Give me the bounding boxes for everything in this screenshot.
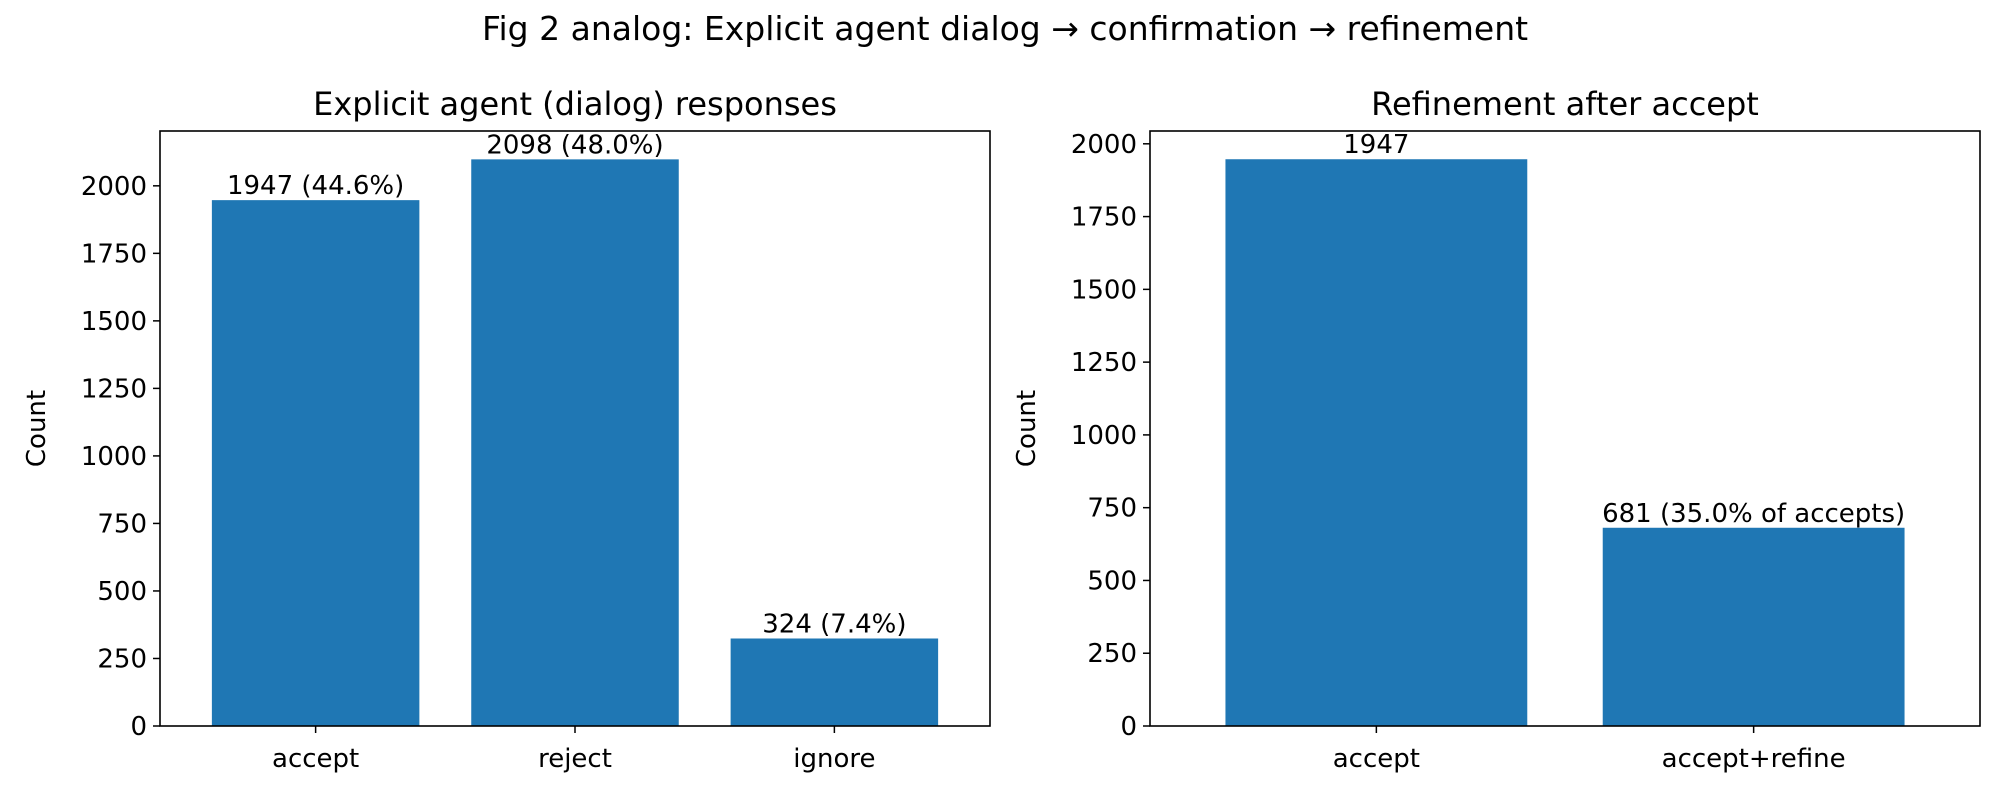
y-tick-label: 1250 <box>1071 348 1137 378</box>
bar-accept-refine <box>1602 527 1905 726</box>
bar-accept <box>1225 159 1528 726</box>
y-tick-label: 0 <box>1120 712 1137 742</box>
y-tick-label: 500 <box>1087 566 1137 596</box>
bar-reject <box>471 159 679 726</box>
x-tick-label: ignore <box>793 744 875 774</box>
y-axis-label: Count <box>1012 390 1042 467</box>
chart-panel-dialog-responses: Explicit agent (dialog) responses 1947 (4… <box>22 85 991 774</box>
y-tick-label: 1750 <box>81 239 147 269</box>
bar-value-label: 1947 (44.6%) <box>227 171 404 201</box>
axes-frame <box>159 130 991 727</box>
y-tick-label: 1250 <box>81 374 147 404</box>
y-tick-label: 250 <box>97 644 147 674</box>
panel-title: Explicit agent (dialog) responses <box>313 85 837 123</box>
bar-value-label: 681 (35.0% of accepts) <box>1602 499 1905 529</box>
bar-accept <box>211 200 420 726</box>
y-tick-label: 2000 <box>81 172 147 202</box>
x-tick-label: accept <box>272 744 359 774</box>
axes-frame <box>1149 130 1981 727</box>
y-tick-label: 1750 <box>1071 203 1137 233</box>
bar-value-label: 1947 <box>1343 130 1409 160</box>
panel-title: Refinement after accept <box>1371 85 1759 123</box>
x-tick-label: accept+refine <box>1662 744 1846 774</box>
bar-value-label: 324 (7.4%) <box>762 609 906 639</box>
x-tick-label: accept <box>1333 744 1420 774</box>
x-tick-label: reject <box>538 744 612 774</box>
bar-value-label: 2098 (48.0%) <box>486 130 663 160</box>
y-tick-label: 1500 <box>1071 275 1137 305</box>
figure-title: Fig 2 analog: Explicit agent dialog → co… <box>482 9 1528 48</box>
y-tick-label: 1500 <box>81 307 147 337</box>
y-tick-label: 250 <box>1087 639 1137 669</box>
y-tick-label: 1000 <box>1071 421 1137 451</box>
bar-ignore <box>730 638 939 726</box>
y-axis-label: Count <box>22 390 52 467</box>
chart-panel-refinement: Refinement after accept 1947 accept 681 (35… <box>1012 85 1981 774</box>
y-tick-label: 2000 <box>1071 130 1137 160</box>
y-tick-label: 750 <box>1087 494 1137 524</box>
y-tick-label: 1000 <box>81 442 147 472</box>
y-tick-label: 750 <box>97 509 147 539</box>
y-tick-label: 0 <box>130 712 147 742</box>
y-tick-label: 500 <box>97 577 147 607</box>
